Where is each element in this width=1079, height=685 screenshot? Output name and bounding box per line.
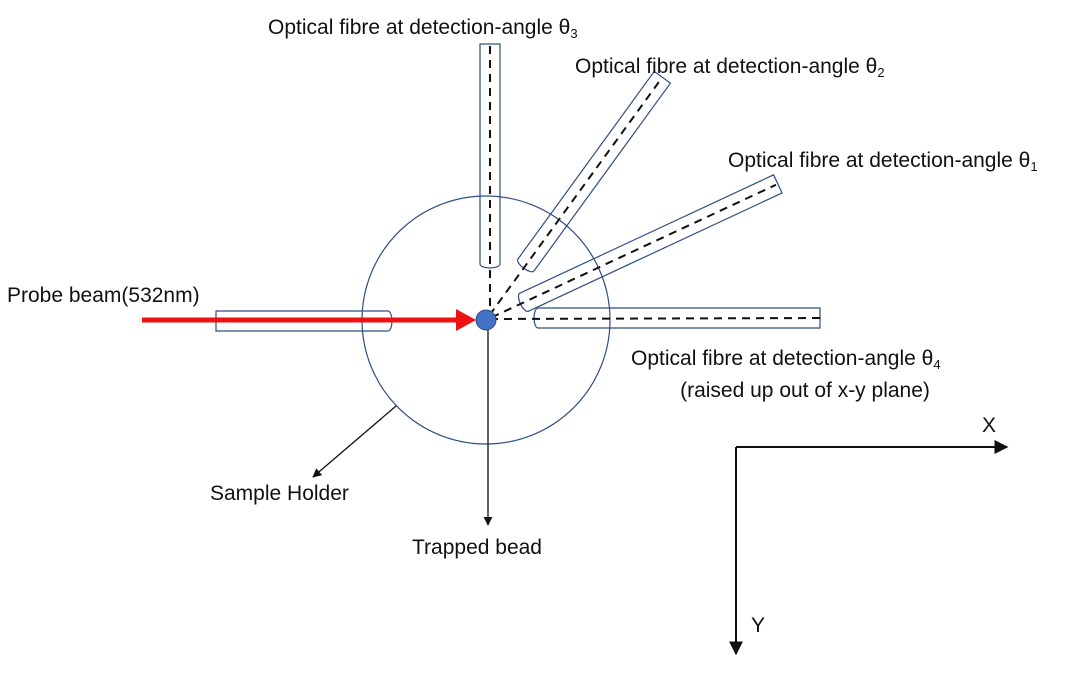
label-axis-y: Y — [751, 614, 766, 637]
fibre-theta2 — [488, 70, 672, 316]
label-fibre-theta1: Optical fibre at detection-angle θ1 — [728, 149, 1038, 174]
label-fibre-theta3: Optical fibre at detection-angle θ3 — [268, 16, 578, 41]
label-fibre-theta4-note: (raised up out of x-y plane) — [680, 379, 930, 402]
fibre-theta4 — [489, 307, 821, 329]
trapped-bead — [475, 309, 497, 331]
label-fibre-theta2: Optical fibre at detection-angle θ2 — [575, 55, 885, 80]
label-axis-x: X — [982, 414, 997, 437]
xy-axes — [729, 440, 1009, 656]
sample-holder-pointer — [312, 405, 397, 478]
label-probe-beam: Probe beam(532nm) — [7, 284, 200, 307]
label-fibre-theta4: Optical fibre at detection-angle θ4 — [631, 347, 941, 372]
fibre-theta3 — [479, 43, 501, 316]
label-trapped-bead: Trapped bead — [412, 536, 542, 559]
fibre-theta1 — [491, 174, 783, 319]
probe-beam-arrow — [142, 309, 476, 331]
label-sample-holder: Sample Holder — [210, 482, 349, 505]
